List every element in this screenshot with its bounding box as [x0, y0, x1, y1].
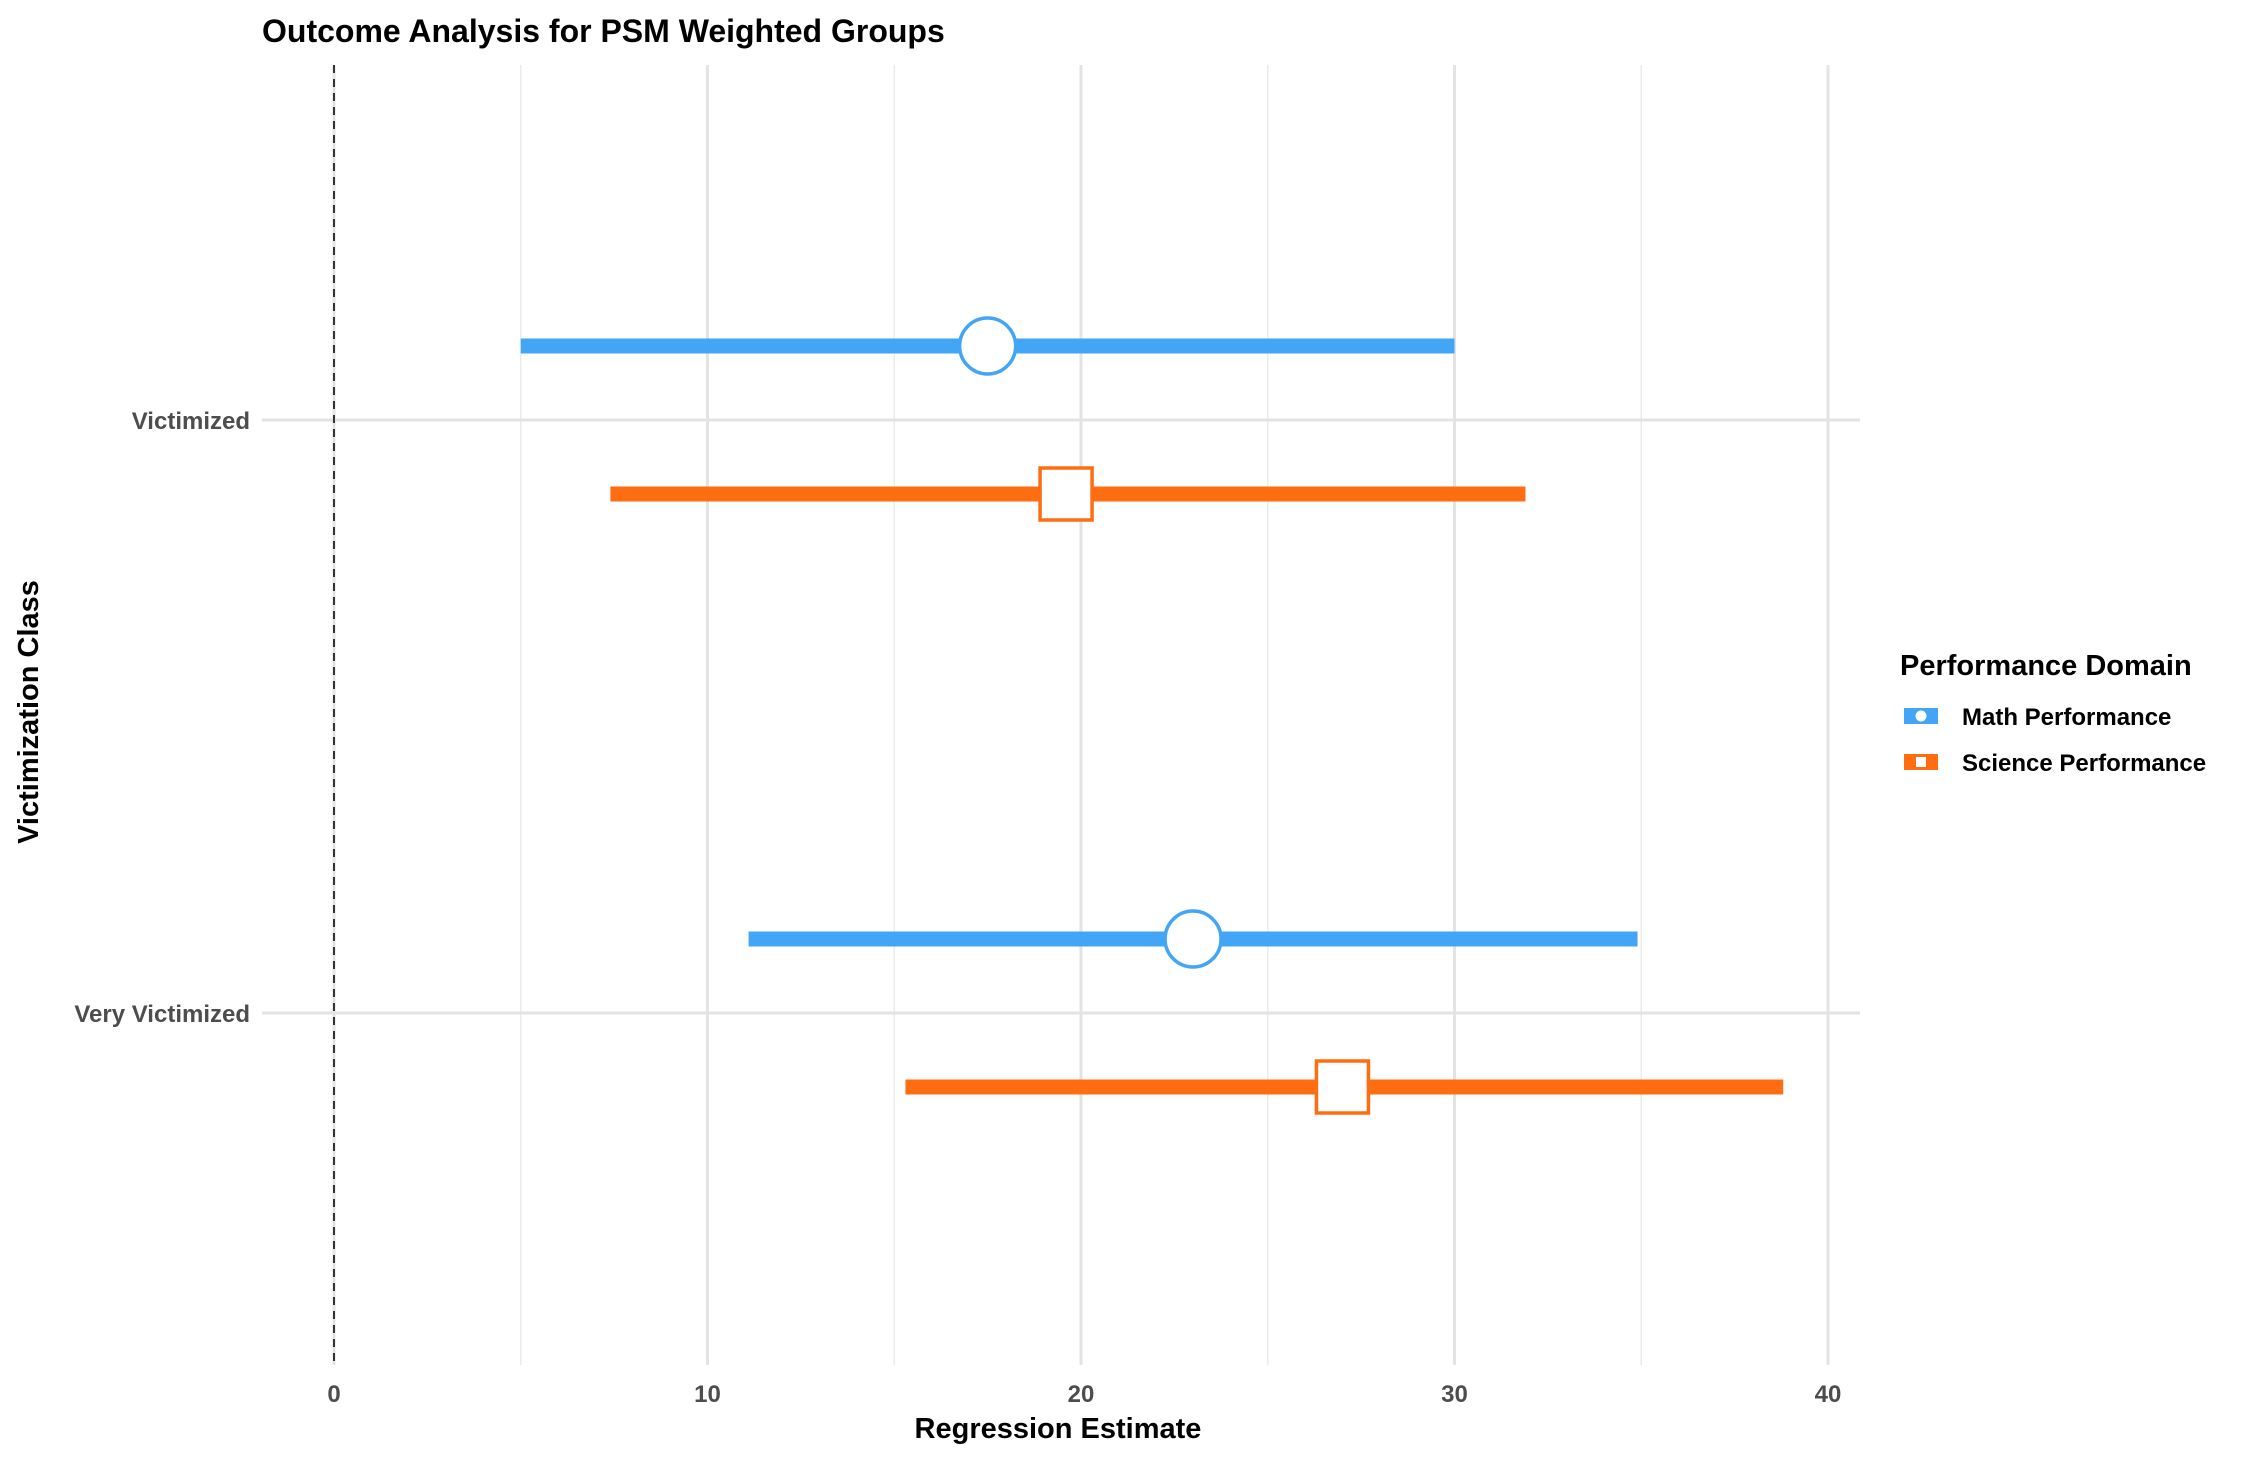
x-axis-title: Regression Estimate: [915, 1413, 1202, 1445]
estimate-point: [1163, 909, 1223, 969]
x-tick-label: 30: [1441, 1381, 1468, 1408]
legend-label: Math Performance: [1962, 704, 2171, 731]
y-axis-title: Victimization Class: [13, 580, 45, 844]
chart-title: Outcome Analysis for PSM Weighted Groups: [262, 13, 945, 49]
data-marks: [520, 316, 1784, 1115]
y-tick-label: Very Victimized: [74, 1001, 250, 1028]
major-gridlines: [262, 65, 1860, 1365]
x-tick-label: 10: [694, 1381, 721, 1408]
x-tick-label: 40: [1815, 1381, 1842, 1408]
legend-label: Science Performance: [1962, 750, 2206, 777]
estimate-point: [1314, 1059, 1371, 1115]
minor-gridlines: [520, 65, 1642, 1365]
estimate-point: [957, 316, 1018, 376]
y-tick-label: Victimized: [132, 408, 250, 435]
legend-title: Performance Domain: [1900, 650, 2192, 682]
estimate-point: [1038, 466, 1094, 522]
axes: 0 10 20 30 40 Victimized Very Victimized: [74, 408, 1841, 1408]
x-tick-label: 20: [1068, 1381, 1095, 1408]
legend: Performance Domain Math Performance Scien…: [1900, 650, 2206, 777]
x-tick-label: 0: [327, 1381, 340, 1408]
legend-key-square-icon: [1916, 757, 1926, 767]
legend-key-circle-icon: [1915, 710, 1927, 722]
